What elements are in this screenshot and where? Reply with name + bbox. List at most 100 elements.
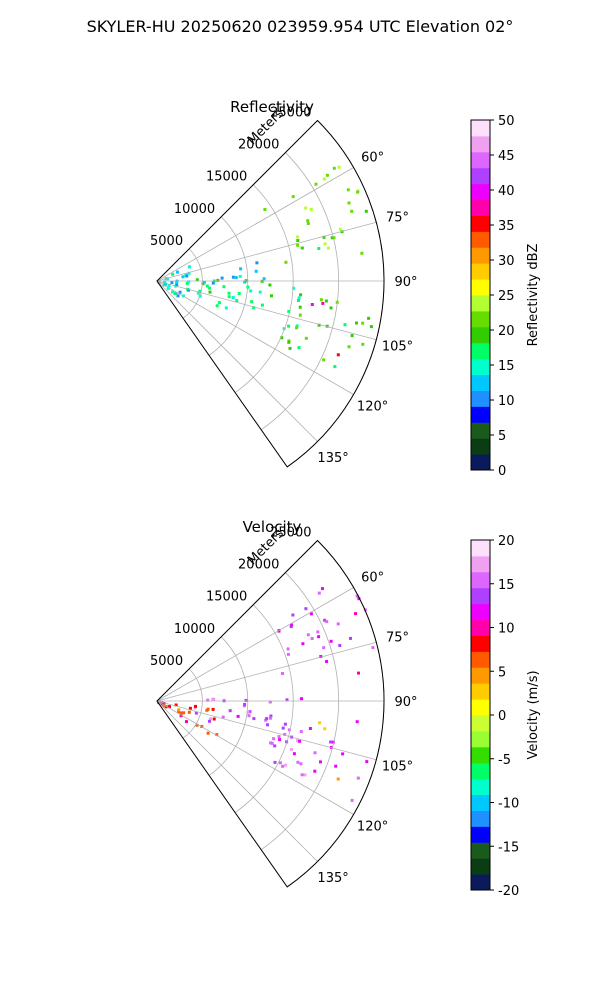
- colorbar-tick-label: 15: [498, 359, 515, 374]
- data-cell: [355, 321, 358, 325]
- data-cell: [321, 301, 325, 305]
- data-cell: [227, 295, 231, 299]
- colorbar-segment: [471, 183, 490, 201]
- data-cell: [357, 597, 361, 601]
- data-cell: [231, 296, 235, 299]
- data-cell: [187, 710, 191, 714]
- data-cell: [179, 714, 183, 718]
- data-cell: [163, 280, 167, 284]
- data-cell: [300, 697, 303, 701]
- colorbar-tick-label: 15: [498, 578, 515, 593]
- data-cell: [252, 717, 256, 721]
- colorbar-segment: [471, 810, 490, 827]
- data-cell: [179, 711, 183, 715]
- colorbar-segment: [471, 135, 490, 153]
- colorbar-segment: [471, 390, 490, 407]
- data-cell: [337, 165, 341, 169]
- data-cell: [273, 744, 277, 748]
- data-cell: [268, 700, 272, 704]
- figure-title: SKYLER-HU 20250620 023959.954 UTC Elevat…: [87, 17, 514, 36]
- data-cell: [221, 715, 225, 719]
- colorbar-segment: [471, 374, 490, 391]
- data-cell: [171, 290, 174, 294]
- data-cell: [325, 173, 329, 177]
- velocity-panel: Velocity500010000150002000025000Meters60…: [150, 518, 541, 899]
- data-cell: [364, 209, 368, 213]
- data-cell: [325, 620, 329, 624]
- data-cell: [174, 292, 178, 295]
- velocity-grid: [156, 540, 385, 888]
- colorbar-segment: [471, 730, 490, 748]
- colorbar-tick-label: 5: [498, 665, 506, 680]
- data-cell: [281, 672, 284, 675]
- colorbar-segment: [471, 422, 490, 439]
- data-cell: [182, 711, 186, 715]
- colorbar-segment: [471, 406, 490, 423]
- radial-tick-label: 15000: [206, 590, 247, 605]
- colorbar-segment: [471, 310, 490, 328]
- azimuth-tick-label: 60°: [361, 151, 384, 166]
- data-cell: [228, 709, 232, 713]
- data-cell: [187, 271, 191, 275]
- data-cell: [346, 188, 350, 192]
- data-cell: [187, 280, 191, 284]
- data-cell: [287, 340, 291, 344]
- grid-arc: [234, 604, 294, 813]
- data-cell: [285, 698, 289, 702]
- data-cell: [290, 623, 293, 627]
- data-cell: [287, 728, 291, 732]
- data-cell: [332, 236, 336, 240]
- data-cell: [322, 177, 326, 181]
- data-cell: [349, 636, 352, 640]
- radial-tick-label: 15000: [206, 170, 247, 185]
- colorbar-tick-label: 40: [498, 184, 515, 199]
- data-cell: [326, 246, 330, 250]
- azimuth-tick-label: 90°: [394, 695, 417, 710]
- data-cell: [283, 732, 287, 736]
- colorbar-segment: [471, 263, 490, 280]
- colorbar-segment: [471, 874, 490, 891]
- colorbar-label: Reflectivity dBZ: [526, 244, 541, 347]
- radial-tick-label: 20000: [238, 558, 279, 573]
- data-cell: [194, 704, 197, 708]
- data-cell: [350, 209, 354, 213]
- colorbar-tick-label: -10: [498, 797, 519, 812]
- data-cell: [252, 306, 256, 310]
- data-cell: [211, 698, 215, 702]
- data-cell: [270, 294, 273, 298]
- colorbar-tick-label: 20: [498, 534, 515, 549]
- data-cell: [194, 711, 198, 715]
- data-cell: [195, 723, 199, 727]
- data-cell: [254, 269, 258, 273]
- data-cell: [166, 277, 170, 281]
- data-cell: [322, 235, 326, 239]
- data-cell: [308, 727, 312, 730]
- radial-tick-label: 5000: [150, 654, 183, 669]
- colorbar-tick-label: 25: [498, 289, 515, 304]
- data-cell: [185, 274, 189, 278]
- azimuth-tick-label: 105°: [382, 339, 413, 354]
- radial-tick-label: 20000: [238, 138, 279, 153]
- data-cell: [316, 630, 320, 634]
- data-cell: [168, 705, 171, 709]
- data-cell: [269, 741, 273, 745]
- colorbar-tick-label: 50: [498, 114, 515, 129]
- velocity-title: Velocity: [243, 518, 302, 536]
- data-cell: [238, 274, 242, 278]
- data-cell: [239, 267, 243, 271]
- data-cell: [167, 284, 171, 288]
- colorbar-tick-label: 0: [498, 464, 506, 479]
- velocity-data-cells: [157, 587, 375, 802]
- data-cell: [325, 660, 329, 663]
- data-cell: [266, 723, 269, 727]
- grid-spoke: [156, 700, 318, 862]
- reflectivity-panel: Reflectivity500010000150002000025000Mete…: [150, 98, 541, 479]
- data-cell: [299, 762, 303, 766]
- data-cell: [296, 239, 300, 242]
- data-cell: [303, 773, 307, 777]
- data-cell: [177, 708, 181, 712]
- colorbar-label: Velocity (m/s): [526, 670, 541, 759]
- data-cell: [317, 323, 321, 327]
- data-cell: [318, 721, 322, 725]
- colorbar-tick-label: 20: [498, 324, 515, 339]
